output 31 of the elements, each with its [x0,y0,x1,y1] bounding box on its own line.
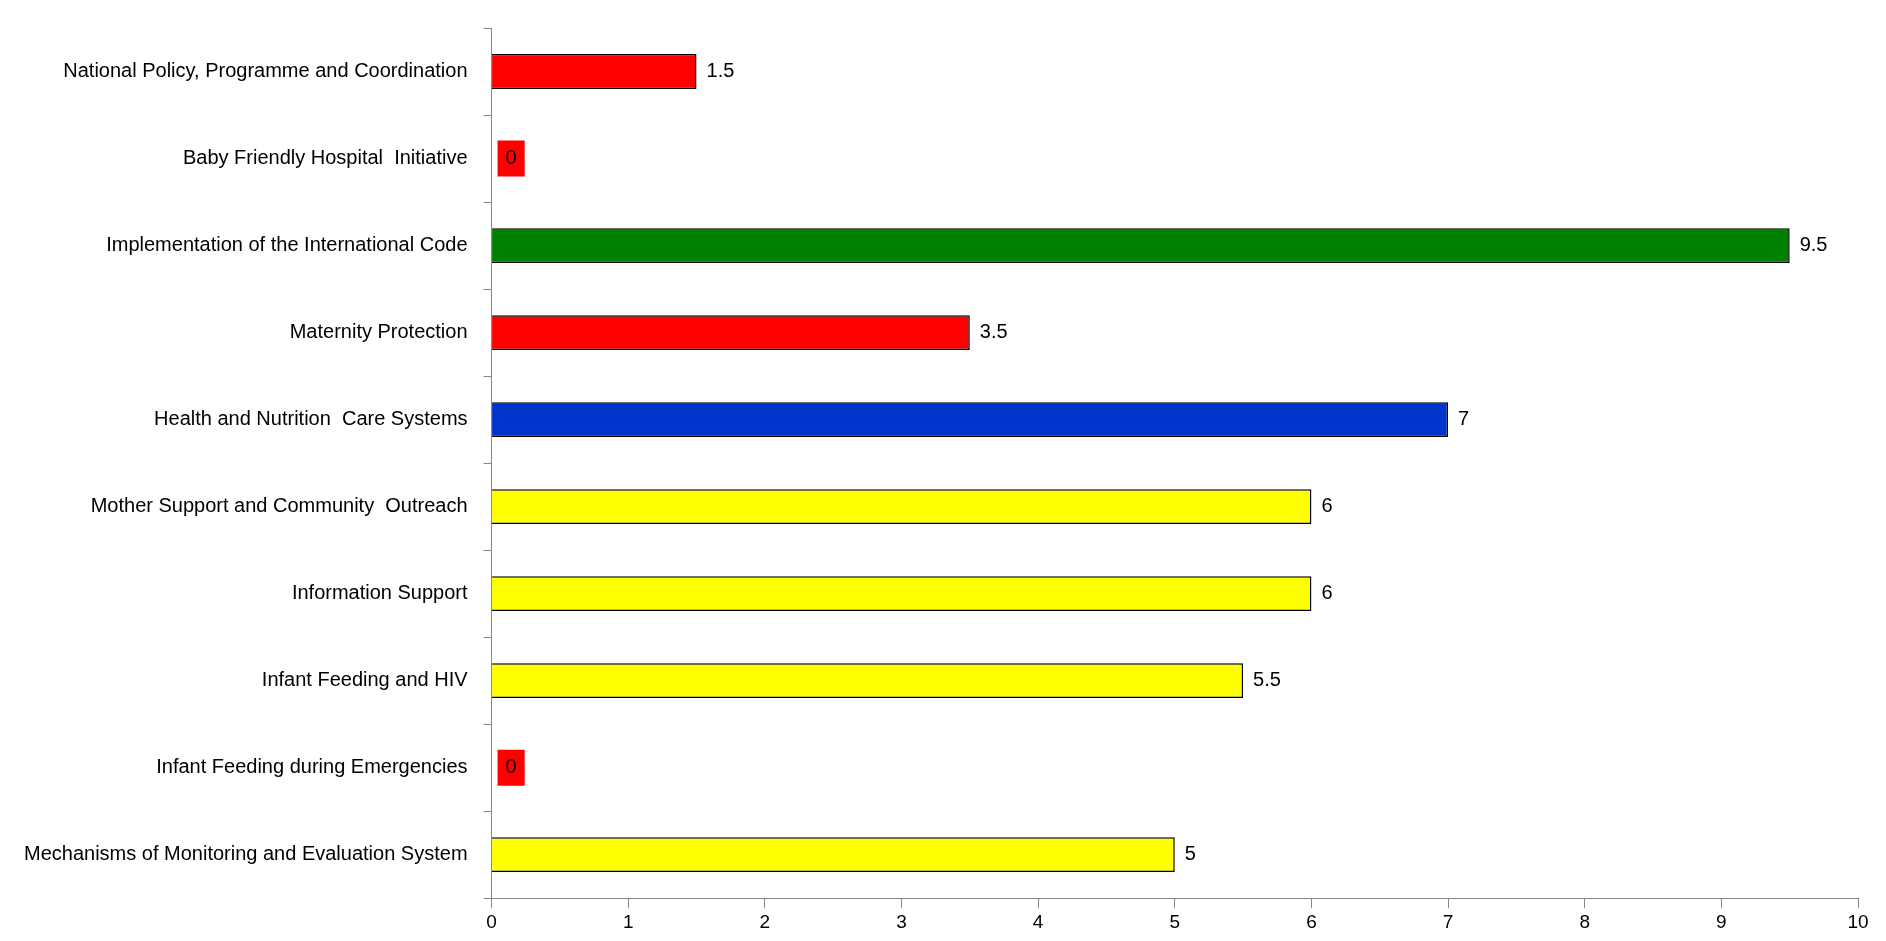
x-tick-label: 10 [1847,910,1869,932]
data-label: 9.5 [1799,233,1828,256]
y-tick-label: Maternity Protection [289,320,468,343]
data-label: 0 [505,755,517,778]
y-tick-label: Baby Friendly Hospital Initiative [182,146,468,169]
x-tick-label: 8 [1579,910,1590,932]
x-tick-label: 1 [622,910,634,932]
data-label: 5 [1184,842,1196,865]
data-label: 5.5 [1253,668,1281,691]
x-tick-label: 0 [486,910,497,932]
x-tick-label: 4 [1032,910,1044,932]
x-tick-label: 7 [1442,910,1454,932]
x-tick-label: 2 [759,910,771,932]
data-label: 6 [1321,581,1333,604]
data-label: 0 [505,146,517,169]
x-tick-label: 3 [896,910,907,932]
data-label: 1.5 [706,59,735,82]
y-tick-label: Mother Support and Community Outreach [90,494,468,517]
y-tick-label: Implementation of the International Code [106,233,468,256]
y-tick-label: Mechanisms of Monitoring and Evaluation System [24,842,468,865]
y-tick-label: Infant Feeding during Emergencies [156,755,468,778]
y-tick-label: Infant Feeding and HIV [261,668,469,691]
data-label: 6 [1321,494,1333,517]
data-label: 7 [1458,407,1470,430]
y-tick-label: Health and Nutrition Care Systems [154,407,468,430]
x-tick-label: 9 [1716,910,1727,932]
x-tick-label: 5 [1169,910,1181,932]
y-tick-label: National Policy, Programme and Coordination [63,59,468,82]
x-tick-label: 6 [1306,910,1317,932]
y-tick-label: Information Support [291,581,468,604]
data-label: 3.5 [979,320,1008,343]
